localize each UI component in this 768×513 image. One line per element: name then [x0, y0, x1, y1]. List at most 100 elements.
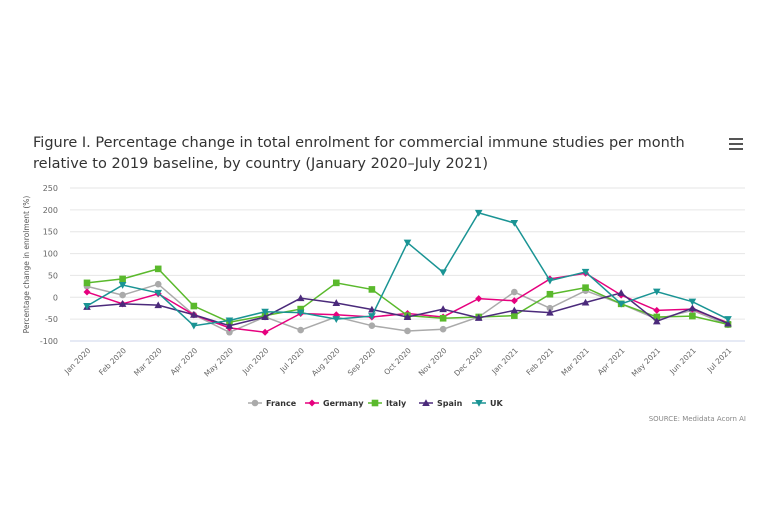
data-point-uk — [724, 316, 732, 323]
data-point-france — [546, 304, 554, 312]
data-point-spain — [332, 299, 341, 306]
data-point-spain — [581, 298, 590, 306]
data-point-spain — [724, 319, 732, 327]
data-point-italy — [689, 312, 696, 320]
data-point-uk — [474, 209, 483, 217]
y-tick-label: -100 — [40, 337, 58, 346]
x-tick-label: Mar 2021 — [559, 346, 591, 378]
legend-item-italy[interactable]: Italy — [386, 399, 407, 408]
data-point-germany — [510, 297, 518, 305]
data-point-spain — [439, 305, 447, 313]
data-point-uk — [332, 316, 341, 323]
x-tick-label: Nov 2020 — [417, 346, 449, 378]
y-tick-label: 50 — [48, 271, 58, 280]
data-point-spain — [118, 300, 127, 307]
data-point-italy — [297, 305, 304, 313]
data-point-italy — [190, 302, 198, 310]
data-point-uk — [617, 300, 625, 308]
y-tick-label: -50 — [45, 315, 58, 324]
hamburger-menu-icon[interactable] — [729, 138, 743, 150]
data-point-uk — [225, 317, 234, 325]
legend-item-spain[interactable]: Spain — [437, 399, 463, 408]
data-point-uk — [261, 308, 269, 316]
data-point-france — [226, 328, 233, 336]
data-point-uk — [688, 298, 697, 306]
data-point-france — [119, 291, 126, 299]
legend-item-germany[interactable]: Germany — [323, 399, 364, 408]
data-point-spain — [546, 308, 554, 316]
data-point-germany — [653, 306, 661, 314]
x-tick-label: Jun 2020 — [240, 346, 271, 377]
data-point-spain — [190, 310, 198, 318]
x-tick-label: Oct 2020 — [382, 346, 413, 377]
x-tick-label: Aug 2020 — [310, 346, 342, 378]
source-note: SOURCE: Medidata Acorn AI — [648, 415, 746, 423]
x-tick-label: Feb 2021 — [524, 346, 555, 377]
data-point-uk — [368, 313, 376, 320]
data-point-uk — [83, 303, 91, 310]
data-point-france — [404, 327, 411, 335]
x-tick-label: Feb 2020 — [97, 346, 128, 377]
x-tick-label: Jun 2021 — [667, 346, 698, 377]
data-point-spain — [225, 321, 234, 329]
legend-marker-germany — [308, 399, 316, 407]
data-point-uk — [403, 239, 412, 247]
x-tick-label: May 2021 — [630, 346, 663, 379]
x-tick-label: Jan 2021 — [489, 346, 520, 377]
x-tick-label: May 2020 — [202, 346, 235, 379]
data-point-germany — [261, 328, 269, 336]
x-tick-label: Sep 2020 — [346, 346, 378, 378]
x-tick-label: Apr 2020 — [169, 346, 200, 377]
data-point-italy — [439, 314, 447, 322]
chart-title: Figure I. Percentage change in total enr… — [33, 135, 685, 172]
data-point-spain — [154, 301, 163, 309]
x-tick-label: Jul 2020 — [277, 346, 306, 375]
data-point-spain — [474, 314, 483, 321]
data-point-spain — [617, 289, 625, 296]
data-point-uk — [296, 309, 305, 317]
data-point-germany — [475, 295, 483, 303]
data-point-uk — [652, 288, 661, 296]
x-tick-label: Jul 2021 — [705, 346, 734, 375]
data-point-france — [154, 280, 162, 288]
data-point-italy — [582, 284, 589, 291]
data-point-italy — [653, 313, 661, 321]
legend-item-france[interactable]: France — [266, 399, 297, 408]
legend-marker-italy — [371, 399, 379, 407]
data-point-spain — [688, 304, 697, 312]
data-point-uk — [190, 322, 198, 330]
data-point-spain — [652, 317, 661, 325]
y-tick-label: 200 — [43, 206, 58, 215]
series-line-germany — [86, 272, 729, 334]
y-tick-label: 150 — [43, 228, 58, 237]
data-point-uk — [439, 269, 447, 277]
data-point-italy — [154, 265, 162, 273]
legend-marker-france — [251, 399, 259, 407]
x-tick-label: Dec 2020 — [452, 346, 484, 378]
data-point-france — [368, 322, 376, 330]
data-point-spain — [510, 306, 519, 314]
data-point-france — [439, 325, 447, 333]
data-point-germany — [83, 288, 91, 296]
y-axis-label: Percentage change in enrolment (%) — [22, 196, 31, 334]
legend-item-uk[interactable]: UK — [490, 399, 503, 408]
data-point-italy — [546, 290, 554, 298]
legend-marker-uk — [475, 400, 483, 407]
data-point-uk — [510, 219, 519, 227]
data-point-italy — [368, 286, 376, 293]
data-point-spain — [403, 313, 412, 320]
legend-marker-spain — [422, 399, 430, 406]
data-point-uk — [581, 268, 590, 276]
data-point-france — [297, 326, 304, 334]
y-tick-label: 0 — [53, 293, 58, 302]
data-point-italy — [83, 279, 91, 287]
data-point-italy — [332, 279, 340, 287]
data-point-france — [511, 288, 518, 296]
data-point-uk — [154, 289, 163, 297]
data-point-spain — [261, 313, 269, 320]
data-point-uk — [118, 282, 127, 289]
y-tick-label: 250 — [43, 184, 58, 193]
data-point-uk — [546, 277, 554, 285]
x-tick-label: Jan 2020 — [62, 346, 93, 377]
